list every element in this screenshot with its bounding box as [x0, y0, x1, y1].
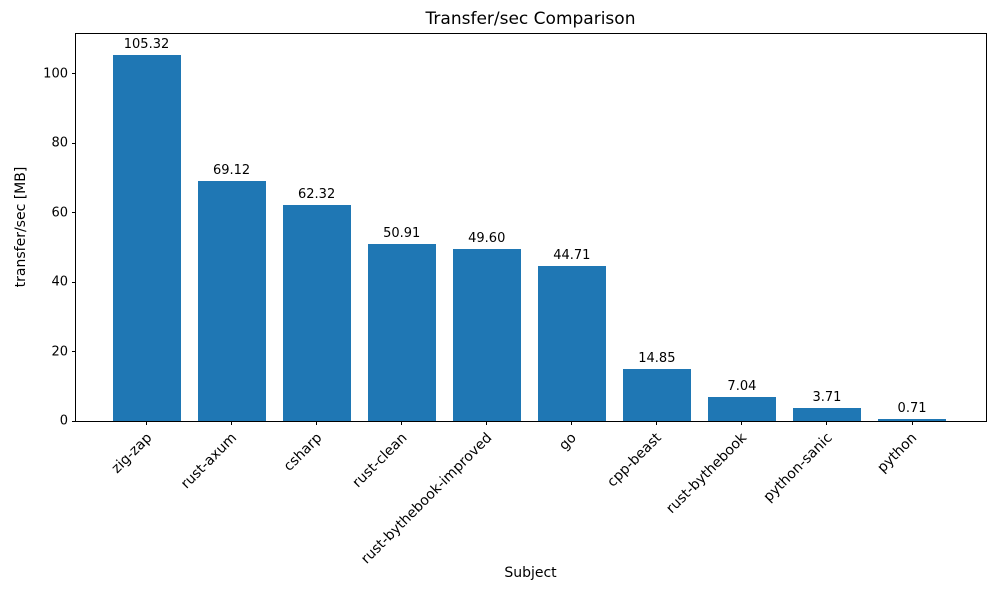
bar-value-label: 69.12 — [212, 162, 251, 178]
y-axis-tick — [72, 351, 76, 353]
bar-value-label: 50.91 — [383, 226, 421, 242]
y-axis-tick — [72, 73, 76, 75]
x-axis-tick — [401, 421, 403, 425]
bar-value-label: 14.85 — [638, 351, 676, 367]
bar — [878, 418, 947, 421]
x-axis-tick — [741, 421, 743, 425]
bar — [282, 204, 351, 421]
bar-value-label: 7.04 — [727, 378, 757, 394]
y-axis-tick — [72, 281, 76, 283]
bar-value-label: 44.71 — [553, 247, 591, 263]
plot-area: 0 20 40 60 80 100 105.32 zig-zap 69.12 rust-axum 6… — [43, 33, 987, 567]
x-tick-label: rust-bythebook — [663, 430, 751, 517]
x-axis-tick — [826, 421, 828, 425]
x-axis-tick — [231, 421, 233, 425]
x-tick-label: python-sanic — [760, 430, 836, 506]
x-axis-tick — [911, 421, 913, 425]
x-axis-tick — [316, 421, 318, 425]
bar — [792, 408, 861, 421]
x-tick-label: rust-clean — [349, 430, 411, 491]
bar-value-label: 62.32 — [298, 186, 336, 202]
bar — [452, 248, 521, 421]
bar-value-label: 49.60 — [468, 230, 506, 246]
y-tick-label: 60 — [51, 205, 68, 221]
y-axis-tick — [72, 212, 76, 214]
bar — [197, 180, 266, 421]
bar-value-label: 105.32 — [123, 37, 170, 53]
y-tick-label: 0 — [59, 413, 68, 429]
bar — [537, 265, 606, 421]
x-tick-label: zig-zap — [108, 430, 155, 477]
x-tick-label: python — [874, 430, 921, 476]
bar-value-label: 3.71 — [812, 390, 842, 406]
x-axis-tick — [486, 421, 488, 425]
bar — [112, 55, 181, 421]
x-tick-label: go — [556, 430, 581, 454]
y-axis-label: transfer/sec [MB] — [13, 166, 29, 288]
y-tick-label: 80 — [51, 135, 68, 151]
x-tick-label: csharp — [280, 430, 325, 475]
x-tick-label: rust-axum — [177, 430, 240, 493]
y-tick-label: 100 — [43, 66, 68, 82]
x-axis-label: Subject — [504, 565, 557, 581]
y-axis-tick — [72, 142, 76, 144]
x-tick-label: cpp-beast — [604, 430, 666, 491]
y-axis-tick — [72, 420, 76, 422]
y-tick-label: 40 — [51, 274, 68, 290]
x-axis-tick — [571, 421, 573, 425]
bar — [367, 244, 436, 421]
bar — [622, 369, 691, 421]
chart-title: Transfer/sec Comparison — [425, 9, 636, 29]
bar — [707, 396, 776, 421]
bar-value-label: 0.71 — [897, 400, 927, 416]
y-tick-label: 20 — [51, 344, 68, 360]
x-axis-tick — [656, 421, 658, 425]
x-axis-tick — [146, 421, 147, 425]
